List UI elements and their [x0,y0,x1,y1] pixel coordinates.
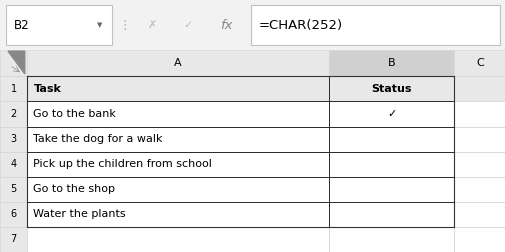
Text: 1: 1 [11,84,17,94]
Text: ✓: ✓ [183,20,192,30]
Text: =CHAR(252): =CHAR(252) [259,19,342,32]
Bar [27,50,328,76]
Bar [0,202,27,227]
Text: Task: Task [33,84,61,94]
Bar [453,127,505,152]
Bar [27,152,328,177]
Bar [328,76,453,102]
Text: 4: 4 [11,159,17,169]
Bar [0,102,27,127]
Text: Take the dog for a walk: Take the dog for a walk [33,134,163,144]
Bar [453,102,505,127]
Bar [251,5,499,45]
Text: 3: 3 [11,134,17,144]
Text: ✓: ✓ [386,109,395,119]
Bar [453,177,505,202]
Bar [328,127,453,152]
Text: Status: Status [371,84,411,94]
Text: 2: 2 [11,109,17,119]
Text: ⋮: ⋮ [119,19,131,32]
Bar [328,152,453,177]
Text: Go to the shop: Go to the shop [33,184,115,194]
Text: 7: 7 [11,234,17,244]
Bar [453,152,505,177]
Bar [328,50,453,76]
Text: Water the plants: Water the plants [33,209,126,219]
Bar [27,202,328,227]
Bar [0,227,27,252]
Bar [0,127,27,152]
Bar [328,102,453,127]
Text: B: B [387,58,395,68]
Text: Go to the bank: Go to the bank [33,109,116,119]
Bar [453,50,505,76]
Bar [27,227,328,252]
Bar [27,76,328,102]
Bar [0,50,505,252]
Text: 5: 5 [11,184,17,194]
Text: Pick up the children from school: Pick up the children from school [33,159,212,169]
Text: ✗: ✗ [148,20,157,30]
Bar [328,227,453,252]
Bar [27,102,328,127]
Bar [0,76,27,102]
Bar [453,227,505,252]
Polygon shape [8,51,25,74]
Bar [0,0,505,50]
Bar [453,202,505,227]
Bar [328,202,453,227]
Bar [0,152,27,177]
Text: 6: 6 [11,209,17,219]
Bar [328,177,453,202]
Text: fx: fx [220,19,232,32]
Text: A: A [174,58,182,68]
Text: ▼: ▼ [97,22,102,28]
Bar [0,50,27,76]
Bar [453,76,505,102]
Bar [0,177,27,202]
Bar [27,177,328,202]
Text: C: C [475,58,483,68]
Bar [27,127,328,152]
Bar [6,5,112,45]
Text: B2: B2 [14,19,29,32]
